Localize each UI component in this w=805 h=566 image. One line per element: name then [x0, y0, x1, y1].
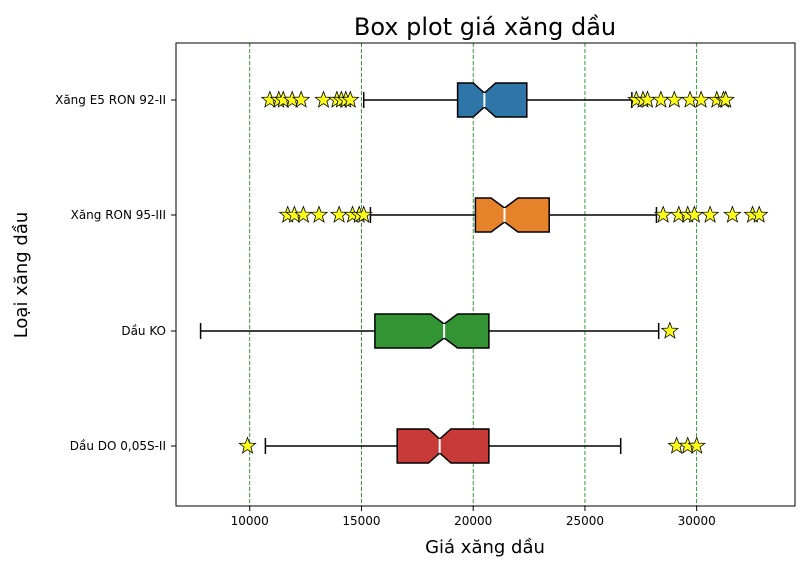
outlier-star [341, 90, 360, 108]
outlier-star [687, 436, 706, 454]
outlier-star [665, 90, 684, 108]
y-tick-label: Dầu DO 0,05S-II [70, 439, 166, 453]
x-tick-label: 10000 [231, 514, 269, 528]
boxes-layer [199, 82, 769, 464]
outlier-star [238, 436, 257, 454]
x-tick-label: 30000 [678, 514, 716, 528]
box-body [396, 428, 490, 464]
outlier-star [654, 205, 673, 223]
outlier-star [314, 90, 333, 108]
chart-title: Box plot giá xăng dầu [354, 13, 616, 41]
plot-frame [175, 42, 796, 507]
box-body [374, 313, 490, 349]
y-tick-label: Xăng RON 95-III [71, 208, 166, 222]
outlier-star [309, 205, 329, 223]
y-tick-label: Xăng E5 RON 92-II [55, 93, 166, 107]
y-axis-label: Loại xăng dầu [11, 212, 32, 339]
outlier-star [692, 90, 711, 108]
x-tick-label: 20000 [454, 514, 492, 528]
y-tick-label: Dầu KO [121, 324, 166, 338]
axes-layer: 10000 15000 20000 25000 30000 Xăng E5 RON 92-… [55, 93, 716, 528]
x-axis-label: Giá xăng dầu [425, 537, 545, 558]
x-tick-label: 15000 [342, 514, 380, 528]
outlier-star [700, 205, 720, 223]
outlier-star [294, 205, 313, 223]
outlier-star [660, 321, 679, 339]
outlier-star [354, 205, 373, 223]
outlier-star [723, 205, 742, 223]
outlier-star [651, 90, 671, 108]
outlier-star [685, 205, 704, 223]
outlier-star [750, 205, 769, 223]
x-tick-label: 25000 [566, 514, 604, 528]
outlier-star [292, 90, 311, 108]
box-body [456, 82, 528, 118]
outlier-star [329, 205, 349, 223]
box-body [474, 197, 550, 233]
outlier-star [716, 90, 735, 108]
